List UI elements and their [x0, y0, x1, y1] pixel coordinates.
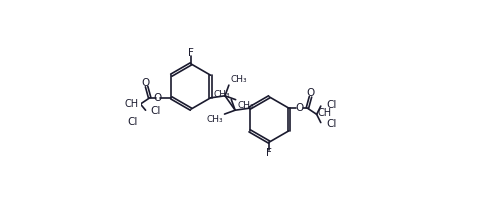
- Text: Cl: Cl: [127, 117, 138, 128]
- Text: F: F: [266, 149, 272, 158]
- Text: O: O: [141, 78, 149, 88]
- Text: Cl: Cl: [325, 100, 336, 110]
- Text: CH: CH: [124, 99, 139, 109]
- Text: CH₃: CH₃: [237, 101, 253, 110]
- Text: CH₃: CH₃: [230, 75, 246, 84]
- Text: O: O: [305, 88, 314, 98]
- Text: CH: CH: [317, 108, 331, 118]
- Text: Cl: Cl: [325, 119, 336, 129]
- Text: O: O: [294, 103, 303, 113]
- Text: O: O: [153, 93, 162, 103]
- Text: F: F: [187, 48, 193, 57]
- Text: CH₃: CH₃: [213, 90, 229, 98]
- Text: CH₃: CH₃: [206, 115, 223, 124]
- Text: Cl: Cl: [150, 106, 161, 116]
